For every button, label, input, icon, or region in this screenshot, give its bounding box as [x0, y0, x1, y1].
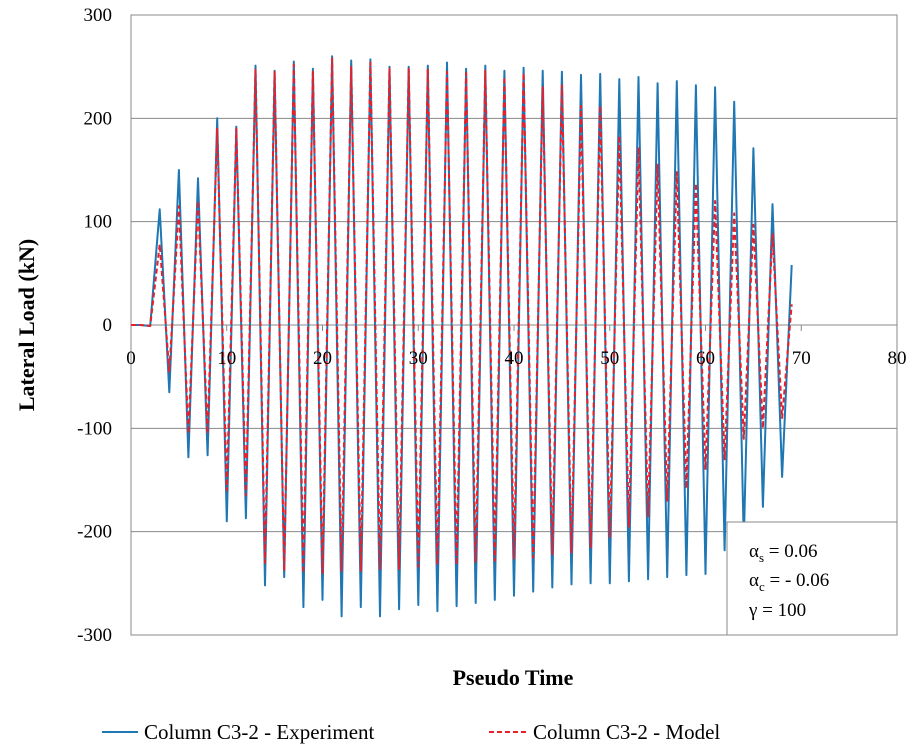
series-layer — [131, 55, 793, 618]
parameter-box-frame — [726, 521, 898, 636]
alpha-s-label: αs = 0.06 — [749, 541, 818, 565]
x-tick-label: 50 — [600, 348, 619, 369]
y-tick-label: 100 — [84, 212, 113, 233]
alpha-c-label: αc = - 0.06 — [749, 570, 829, 594]
legend-label-experiment: Column C3-2 - Experiment — [144, 720, 375, 744]
y-tick-label: 200 — [84, 108, 113, 129]
x-tick-label: 30 — [409, 348, 428, 369]
x-tick-label: 10 — [217, 348, 236, 369]
y-tick-label: 0 — [103, 315, 113, 336]
y-tick-label: -300 — [77, 625, 112, 646]
gamma-label: γ = 100 — [748, 600, 806, 621]
x-axis-ticks: 0 10 20 30 40 50 60 70 80 — [126, 348, 906, 369]
legend-label-model: Column C3-2 - Model — [533, 720, 720, 744]
legend: Column C3-2 - Experiment Column C3-2 - M… — [102, 720, 720, 744]
y-tick-label: -100 — [77, 418, 112, 439]
x-tick-label: 70 — [792, 348, 811, 369]
parameter-box: αs = 0.06 αc = - 0.06 γ = 100 — [726, 521, 898, 636]
x-axis-title: Pseudo Time — [453, 665, 574, 690]
series-line-model — [131, 57, 793, 574]
y-axis-ticks: 300 200 100 0 -100 -200 -300 — [77, 5, 112, 646]
x-tick-label: 60 — [696, 348, 715, 369]
y-tick-label: -200 — [77, 522, 112, 543]
y-tick-label: 300 — [84, 5, 113, 26]
x-tick-label: 80 — [888, 348, 907, 369]
y-axis-title: Lateral Load (kN) — [14, 239, 39, 411]
x-tick-label: 20 — [313, 348, 332, 369]
x-tick-label: 0 — [126, 348, 136, 369]
x-tick-label: 40 — [505, 348, 524, 369]
